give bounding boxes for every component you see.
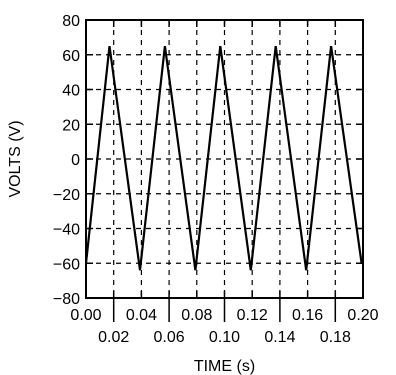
x-tick-label: 0.18	[320, 329, 351, 346]
series-layer	[84, 45, 363, 271]
y-tick-label: 80	[62, 13, 80, 30]
grid	[86, 20, 363, 298]
x-tick-label: 0.00	[70, 307, 101, 324]
x-axis-label: TIME (s)	[194, 358, 255, 375]
y-tick-label: 60	[62, 48, 80, 65]
tick-labels: 0.00 0.04 0.08 0.12 0.16 0.20 0.02 0.06 0.10 0.14…	[53, 13, 379, 346]
x-tick-label: 0.10	[209, 329, 240, 346]
x-tick-label: 0.02	[98, 329, 129, 346]
x-tick-label: 0.06	[154, 329, 185, 346]
y-axis-label: VOLTS (V)	[7, 120, 24, 197]
y-tick-label: 40	[62, 83, 80, 100]
ticks	[85, 19, 364, 322]
y-tick-label: −40	[53, 222, 80, 239]
y-tick-label: −80	[53, 291, 80, 308]
x-tick-label: 0.16	[292, 307, 323, 324]
y-tick-label: −20	[53, 187, 80, 204]
x-tick-label: 0.08	[181, 307, 212, 324]
series-line	[84, 45, 363, 271]
x-tick-label: 0.04	[126, 307, 157, 324]
y-tick-label: −60	[53, 256, 80, 273]
y-tick-label: 20	[62, 117, 80, 134]
y-tick-label: 0	[71, 152, 80, 169]
x-tick-label: 0.14	[264, 329, 295, 346]
x-tick-label: 0.12	[237, 307, 268, 324]
x-tick-label: 0.20	[347, 307, 378, 324]
